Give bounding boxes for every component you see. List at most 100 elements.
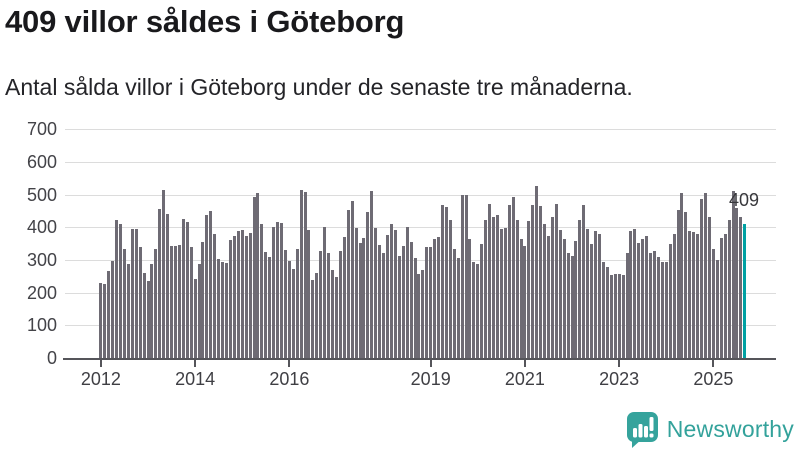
bar [272,227,276,358]
bar [444,207,448,358]
bar [193,279,197,358]
bar [111,261,115,358]
bar [617,274,621,358]
bar [649,253,653,358]
page-subtitle: Antal sålda villor i Göteborg under de s… [5,74,633,100]
bar [311,280,315,358]
bar [715,260,719,358]
bar [358,243,362,358]
bar [346,210,350,358]
bar [539,206,543,358]
y-axis-label: 200 [26,283,57,303]
bar [621,275,625,358]
bar [527,221,531,358]
bar [213,234,217,358]
y-axis-label: 500 [26,185,57,205]
bar [598,234,602,358]
bar [252,197,256,358]
bar [562,239,566,358]
bar [378,245,382,358]
bar [256,193,260,358]
gridline [65,227,776,228]
bar [519,239,523,358]
bar [656,257,660,358]
bar [119,224,123,358]
bar [362,238,366,358]
bar [236,231,240,358]
bar [146,281,150,358]
bar [240,230,244,358]
bar [327,253,331,358]
bar [672,234,676,358]
bar [543,224,547,358]
bar [594,231,598,358]
bar [185,222,189,358]
bar [248,233,252,358]
bar [342,237,346,358]
bar [660,262,664,358]
x-axis-label: 2014 [175,369,216,389]
bar [739,217,743,358]
bar [138,247,142,358]
bar [260,224,264,358]
bar [700,199,704,358]
bar [492,217,496,358]
brand-name: Newsworthy [666,415,794,442]
bar [680,193,684,358]
bar [550,217,554,358]
y-axis-label: 0 [46,348,57,368]
gridline [65,325,776,326]
gridline [65,260,776,261]
bar [221,262,225,358]
bar [429,247,433,358]
bar [354,228,358,358]
y-axis-label: 100 [26,315,57,335]
bar [303,192,307,358]
bar [280,223,283,358]
bar [664,262,668,358]
bar [727,220,731,358]
bar [460,195,464,358]
bar [205,215,209,358]
bar [401,246,405,358]
bar [448,220,452,358]
bar [134,229,138,358]
x-axis-label: 2012 [80,369,121,389]
bar [174,246,177,358]
bar [287,261,291,358]
bar [645,236,649,358]
x-axis-label: 2021 [504,369,545,389]
y-axis-label: 600 [26,152,57,172]
bar [625,253,629,358]
bar [413,258,417,358]
bar [177,245,181,358]
bar [417,274,421,358]
bar [103,284,107,358]
bar [570,256,574,358]
bar [338,251,342,358]
bar [472,262,476,358]
bar [374,228,378,358]
bar [331,270,335,358]
bar [731,191,735,358]
bar [370,191,374,358]
bar [653,251,656,358]
bar [158,209,162,358]
axis-tick [99,360,102,367]
page-title: 409 villor såldes i Göteborg [5,4,405,39]
bar [590,244,594,358]
bar [386,235,390,358]
bar [323,227,327,358]
bar [389,224,393,358]
x-axis-label: 2025 [693,369,734,389]
bar [150,264,154,358]
brand-footer: Newsworthy [626,409,794,449]
y-axis-label: 700 [26,119,57,139]
bar [217,259,221,358]
bar [535,186,539,358]
bar [232,236,236,358]
bar [464,195,468,358]
bar [99,283,103,358]
bar [107,271,111,358]
